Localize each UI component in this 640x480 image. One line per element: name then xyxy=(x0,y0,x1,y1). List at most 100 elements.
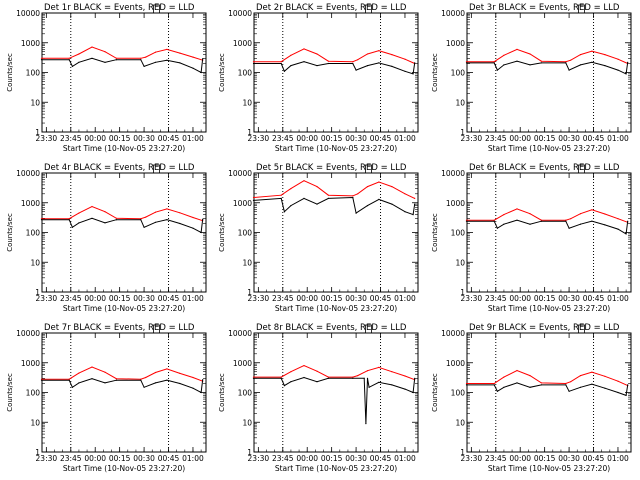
data-point-lld xyxy=(91,205,93,208)
x-tick-label: 00:15 xyxy=(321,294,343,303)
data-point-events xyxy=(496,227,498,229)
data-point-lld xyxy=(91,46,93,48)
y-tick-label: 1 xyxy=(35,128,40,137)
data-point-lld xyxy=(252,376,255,378)
data-point-lld xyxy=(166,48,168,51)
data-point-events xyxy=(591,220,593,222)
data-point-lld xyxy=(465,382,468,385)
x-tick-label: 23:45 xyxy=(272,294,294,303)
data-point-events xyxy=(366,65,369,67)
data-point-events xyxy=(316,203,318,205)
data-point-events xyxy=(192,227,194,229)
data-point-lld xyxy=(166,208,168,210)
data-point-events xyxy=(366,377,369,379)
data-point-events xyxy=(303,61,305,63)
data-point-lld xyxy=(115,217,117,219)
plot-frame xyxy=(253,12,419,133)
data-point-lld xyxy=(617,58,619,60)
data-point-events xyxy=(368,386,370,388)
data-point-events xyxy=(40,219,43,221)
data-point-events xyxy=(78,61,80,63)
y-tick-label: 10 xyxy=(242,258,252,267)
x-tick-label: 00:45 xyxy=(370,294,392,303)
data-point-events xyxy=(391,384,393,386)
data-point-lld xyxy=(391,371,393,373)
y-tick-label: 10000 xyxy=(16,9,40,18)
data-point-events xyxy=(627,220,629,222)
data-point-lld xyxy=(570,59,572,61)
data-point-events xyxy=(166,379,168,381)
data-point-lld xyxy=(327,60,329,62)
data-point-lld xyxy=(145,376,147,379)
data-point-lld xyxy=(540,60,543,62)
y-tick-label: 1000 xyxy=(446,359,465,368)
data-point-events xyxy=(280,377,282,379)
data-point-events xyxy=(465,220,468,222)
chart-panel-7: Det 7r BLACK = Events, RED = LLD 1 10 100 10… xyxy=(6,323,207,473)
data-point-events xyxy=(503,64,505,66)
data-point-events xyxy=(290,65,292,67)
data-point-lld xyxy=(104,211,106,213)
y-axis-label: Counts/sec xyxy=(431,213,439,252)
x-tick-label: 01:00 xyxy=(182,294,204,303)
data-point-lld xyxy=(303,48,305,50)
data-point-events xyxy=(625,73,627,75)
data-point-events xyxy=(280,62,282,65)
data-point-lld xyxy=(192,216,194,219)
chart-panel-5: Det 5r BLACK = Events, RED = LLD 1 10 100 10… xyxy=(218,163,419,313)
data-point-events xyxy=(465,62,468,64)
data-point-events xyxy=(625,394,627,396)
y-axis-label: Counts/sec xyxy=(218,53,226,92)
data-point-lld xyxy=(68,378,70,380)
data-point-events xyxy=(493,220,495,222)
data-point-events xyxy=(252,377,255,379)
data-point-events xyxy=(252,62,255,65)
data-point-events xyxy=(327,62,329,65)
data-point-events xyxy=(192,67,194,69)
x-axis-label: Start Time (10-Nov-05 23:27:20) xyxy=(63,464,185,473)
data-point-events xyxy=(378,198,380,200)
chart-title: Det 9r BLACK = Events, RED = LLD xyxy=(469,323,620,333)
data-point-events xyxy=(516,382,518,384)
data-point-lld xyxy=(565,61,567,63)
y-axis-label: Counts/sec xyxy=(6,213,14,252)
data-point-events xyxy=(540,62,543,64)
data-point-lld xyxy=(140,57,142,59)
x-tick-label: 01:00 xyxy=(394,294,416,303)
y-tick-label: 1 xyxy=(247,448,252,457)
data-point-events xyxy=(91,217,93,219)
series-line-events xyxy=(41,217,204,234)
data-point-events xyxy=(179,222,181,225)
data-point-events xyxy=(115,59,117,61)
y-axis-label: Counts/sec xyxy=(6,53,14,92)
x-tick-label: 00:00 xyxy=(296,294,318,303)
data-point-events xyxy=(591,383,593,385)
y-axis-label: Counts/sec xyxy=(6,373,14,412)
data-point-lld xyxy=(303,180,305,182)
plot-frame xyxy=(466,172,632,293)
data-point-lld xyxy=(154,51,157,53)
data-point-lld xyxy=(140,378,142,380)
data-point-events xyxy=(202,379,204,381)
data-point-lld xyxy=(579,213,582,215)
y-tick-label: 10 xyxy=(455,418,465,427)
data-point-lld xyxy=(503,214,505,216)
x-tick-label: 23:30 xyxy=(36,294,58,303)
data-point-events xyxy=(591,61,593,63)
data-point-events xyxy=(378,62,380,64)
x-tick-label: 01:00 xyxy=(607,134,629,143)
data-point-events xyxy=(355,212,357,214)
chart-panel-8: Det 8r BLACK = Events, RED = LLD 1 10 100 10… xyxy=(218,323,419,473)
y-tick-label: 1000 xyxy=(446,39,465,48)
data-point-events xyxy=(303,197,305,199)
data-point-events xyxy=(140,379,142,381)
data-point-lld xyxy=(316,186,318,188)
plot-frame xyxy=(41,172,207,293)
data-point-lld xyxy=(404,58,406,60)
data-point-lld xyxy=(570,381,572,383)
data-point-lld xyxy=(391,186,393,188)
data-point-lld xyxy=(179,52,181,54)
y-axis-label: Counts/sec xyxy=(218,373,226,412)
data-point-events xyxy=(355,69,357,71)
data-point-events xyxy=(391,203,393,205)
